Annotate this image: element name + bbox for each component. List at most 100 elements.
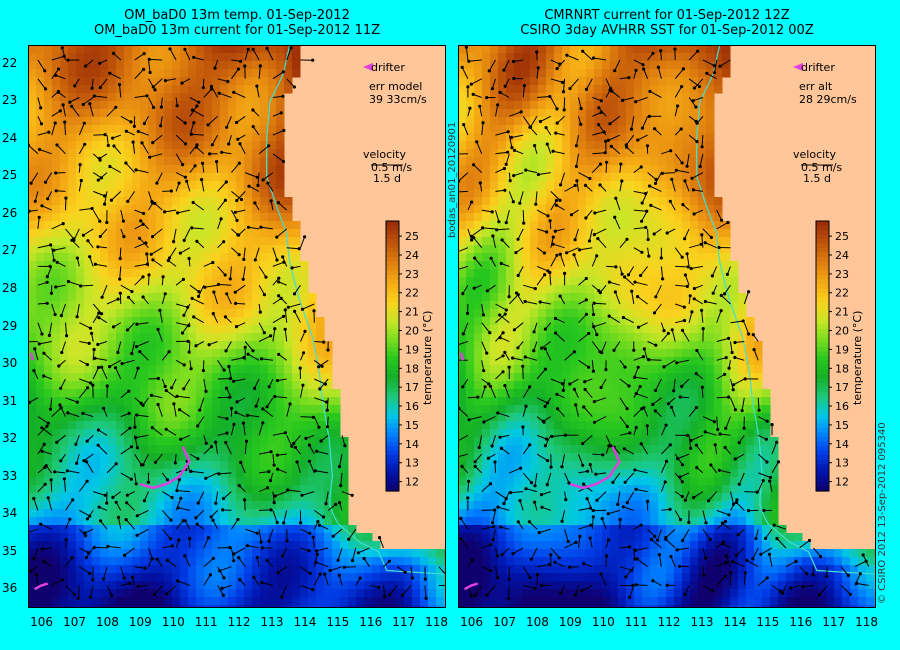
sst-cell xyxy=(84,229,93,238)
sst-cell xyxy=(92,381,101,390)
sst-cell xyxy=(300,557,309,566)
sst-cell xyxy=(172,125,181,134)
sst-cell xyxy=(36,85,45,94)
sst-cell xyxy=(36,397,45,406)
sst-cell xyxy=(204,189,213,198)
current-arrow xyxy=(161,510,172,521)
sst-cell xyxy=(514,77,523,86)
sst-cell xyxy=(268,285,277,294)
sst-cell xyxy=(578,85,587,94)
sst-cell xyxy=(626,45,635,54)
sst-cell xyxy=(554,109,563,118)
sst-cell xyxy=(100,157,109,166)
current-arrow-head xyxy=(192,55,196,59)
sst-cell xyxy=(570,125,579,134)
sst-cell xyxy=(36,245,45,254)
sst-cell xyxy=(92,133,101,142)
current-arrow-head xyxy=(149,393,154,397)
sst-cell xyxy=(148,365,157,374)
current-arrow xyxy=(215,491,219,504)
current-arrow-head xyxy=(179,437,183,441)
sst-cell xyxy=(474,261,483,270)
sst-cell xyxy=(356,533,365,542)
sst-cell xyxy=(324,365,333,374)
sst-cell xyxy=(196,277,205,286)
sst-cell xyxy=(164,469,173,478)
current-arrow xyxy=(229,266,232,279)
sst-cell xyxy=(84,61,93,70)
current-arrow-head xyxy=(223,315,228,319)
sst-cell xyxy=(332,445,341,454)
sst-cell xyxy=(522,173,531,182)
current-arrow xyxy=(294,284,301,295)
current-arrow-head xyxy=(110,593,114,598)
sst-cell xyxy=(204,45,213,54)
sst-cell xyxy=(340,541,349,550)
sst-cell xyxy=(76,445,85,454)
sst-cell xyxy=(164,605,173,608)
sst-cell xyxy=(140,93,149,102)
sst-cell xyxy=(172,365,181,374)
sst-cell xyxy=(196,557,205,566)
sst-cell xyxy=(212,261,221,270)
current-arrow-head xyxy=(40,426,44,430)
current-arrow-head xyxy=(93,262,97,266)
sst-cell xyxy=(244,437,253,446)
current-arrow-head xyxy=(53,470,57,474)
sst-cell xyxy=(220,205,229,214)
sst-cell xyxy=(172,445,181,454)
current-arrow-head xyxy=(302,351,306,355)
sst-cell xyxy=(594,245,603,254)
sst-cell xyxy=(292,541,301,550)
sst-cell xyxy=(236,461,245,470)
sst-cell xyxy=(156,53,165,62)
sst-cell xyxy=(276,285,285,294)
sst-cell xyxy=(698,85,707,94)
sst-cell xyxy=(260,149,269,158)
sst-cell xyxy=(412,549,421,558)
current-arrow-head xyxy=(283,308,287,312)
sst-cell xyxy=(36,253,45,262)
sst-cell xyxy=(68,429,77,438)
current-arrow-head xyxy=(221,593,225,597)
sst-cell xyxy=(164,357,173,366)
current-arrow xyxy=(230,68,239,80)
current-arrow xyxy=(253,576,260,586)
sst-cell xyxy=(196,181,205,190)
sst-cell xyxy=(364,549,373,558)
sst-cell xyxy=(100,221,109,230)
sst-cell xyxy=(36,461,45,470)
sst-cell xyxy=(562,149,571,158)
sst-cell xyxy=(36,45,45,54)
colorbar-segment xyxy=(386,279,399,285)
sst-cell xyxy=(626,133,635,142)
sst-cell xyxy=(292,485,301,494)
current-arrow xyxy=(175,115,186,124)
sst-cell xyxy=(244,405,253,414)
current-arrow-head xyxy=(194,145,198,149)
sst-cell xyxy=(482,109,491,118)
sst-cell xyxy=(148,309,157,318)
sst-cell xyxy=(276,413,285,422)
sst-cell xyxy=(164,101,173,110)
sst-cell xyxy=(594,45,603,54)
current-arrow xyxy=(106,463,117,474)
sst-cell xyxy=(212,197,221,206)
sst-cell xyxy=(52,69,61,78)
sst-cell xyxy=(626,245,635,254)
sst-cell xyxy=(244,85,253,94)
sst-cell xyxy=(108,397,117,406)
sst-cell xyxy=(44,533,53,542)
current-arrow xyxy=(247,353,260,361)
sst-cell xyxy=(514,197,523,206)
sst-cell xyxy=(132,205,141,214)
sst-cell xyxy=(164,213,173,222)
sst-cell xyxy=(268,141,277,150)
sst-cell xyxy=(244,77,253,86)
sst-cell xyxy=(204,229,213,238)
sst-cell xyxy=(284,373,293,382)
sst-cell xyxy=(618,93,627,102)
sst-cell xyxy=(148,605,157,608)
sst-cell xyxy=(530,213,539,222)
sst-cell xyxy=(538,133,547,142)
